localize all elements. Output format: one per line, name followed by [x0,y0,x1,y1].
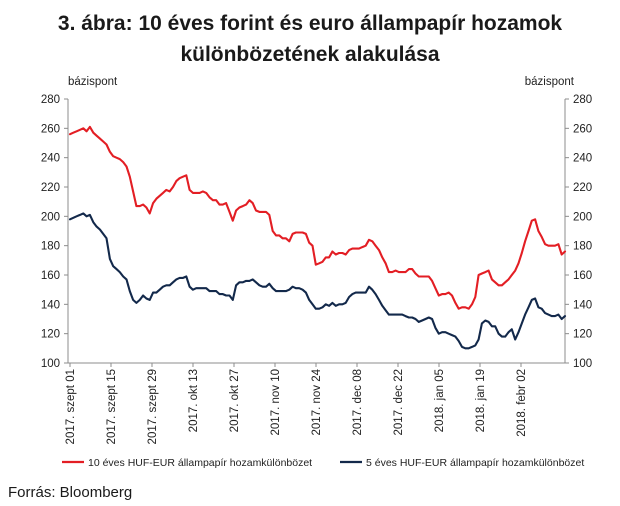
x-tick-label: 2018. jan 19 [475,369,487,432]
y-tick-label-left: 160 [41,270,60,282]
y-tick-label-left: 220 [41,182,60,194]
y-tick-label-left: 260 [41,123,60,135]
x-tick-label: 2017. nov 24 [311,368,323,435]
x-tick-label: 2017. dec 22 [393,369,405,436]
y-tick-label-right: 120 [573,329,592,341]
x-tick-label: 2017. szept 29 [147,369,159,444]
y-tick-label-right: 140 [573,299,592,311]
chart-title: 3. ábra: 10 éves forint és euro állampap… [0,8,620,70]
y-tick-label-right: 240 [573,153,592,165]
y-tick-label-right: 180 [573,241,592,253]
series-lines [68,125,567,350]
y-tick-label-left: 140 [41,299,60,311]
x-tick-label: 2017. okt 27 [229,369,241,432]
line-chart: bázispont bázispont 100 100 120 120 140 140 16… [41,76,592,469]
y-tick-label-left: 200 [41,211,60,223]
x-tick-label: 2018. jan 05 [434,369,446,432]
x-tick-label: 2017. dec 08 [352,369,364,436]
x-tick-label: 2017. szept 01 [65,369,77,444]
y-tick-label-left: 240 [41,153,60,165]
axes: 100 100 120 120 140 140 160 160 180 180 200 200 220 2… [41,94,592,444]
legend: 10 éves HUF-EUR állampapír hozamkülönböz… [62,457,584,469]
y-tick-label-right: 220 [573,182,592,194]
legend-label-1: 10 éves HUF-EUR állampapír hozamkülönböz… [88,457,312,469]
y-tick-label-right: 260 [573,123,592,135]
y-axis-unit-left: bázispont [68,76,118,88]
y-tick-label-right: 160 [573,270,592,282]
x-tick-label: 2018. febr 02 [516,369,528,437]
series-line-1 [68,125,567,310]
y-tick-label-right: 280 [573,94,592,106]
y-tick-label-left: 100 [41,358,60,370]
chart-title-line-2: különbözetének alakulása [180,43,440,66]
x-tick-label: 2017. nov 10 [270,369,282,436]
y-tick-label-right: 100 [573,358,592,370]
source-note: Forrás: Bloomberg [8,484,133,501]
legend-label-2: 5 éves HUF-EUR állampapír hozamkülönböze… [366,457,584,469]
x-tick-label: 2017. szept 15 [106,369,118,444]
y-tick-label-left: 180 [41,241,60,253]
y-tick-label-left: 280 [41,94,60,106]
y-tick-label-left: 120 [41,329,60,341]
series-line-2 [68,212,567,350]
x-tick-label: 2017. okt 13 [188,369,200,432]
y-axis-unit-right: bázispont [525,76,575,88]
chart-title-line-1: 3. ábra: 10 éves forint és euro állampap… [57,12,563,35]
y-tick-label-right: 200 [573,211,592,223]
